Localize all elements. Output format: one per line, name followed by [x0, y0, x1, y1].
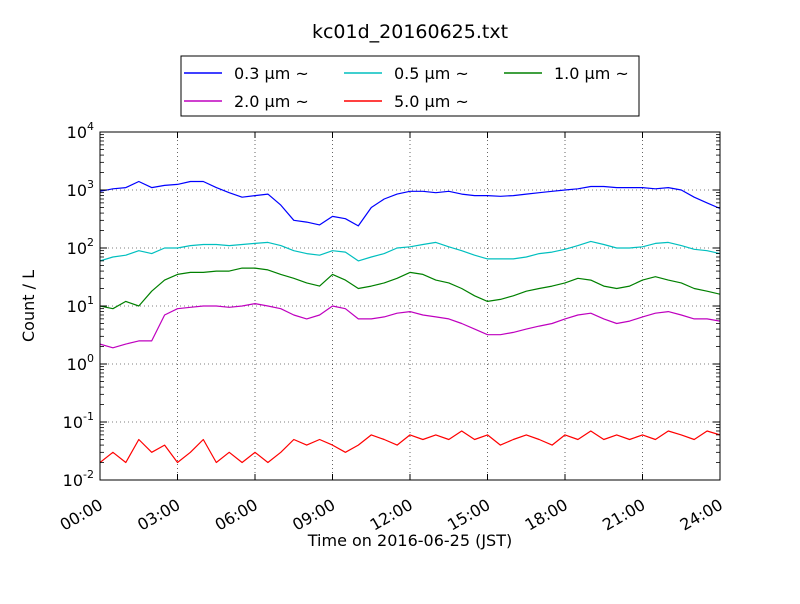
legend-label: 1.0 μm ~ — [554, 64, 629, 83]
y-tick-label: 102 — [67, 236, 94, 258]
legend-label: 2.0 μm ~ — [234, 92, 309, 111]
series-group — [100, 180, 720, 464]
legend-box — [180, 55, 640, 117]
y-tick-label: 103 — [67, 178, 94, 200]
legend-label: 5.0 μm ~ — [394, 92, 469, 111]
chart-title: kc01d_20160625.txt — [312, 21, 508, 43]
y-tick-label: 101 — [67, 294, 94, 316]
legend-label: 0.5 μm ~ — [394, 64, 469, 83]
y-axis: 10-2 10-1 100 101 102 103 104 — [63, 120, 720, 490]
y-tick-label: 10-2 — [63, 468, 94, 490]
series-line-2 — [100, 267, 720, 310]
series-line-4 — [100, 430, 720, 464]
y-tick-label: 10-1 — [63, 410, 94, 432]
legend: 0.3 μm ~ 0.5 μm ~ 1.0 μm ~ 2.0 μm ~ 5.0 μm ~ — [180, 55, 640, 117]
series-line-0 — [100, 180, 720, 227]
series-line-1 — [100, 240, 720, 262]
y-tick-label: 100 — [67, 352, 94, 374]
series-line-3 — [100, 303, 720, 349]
legend-label: 0.3 μm ~ — [234, 64, 309, 83]
y-tick-label: 104 — [67, 120, 94, 142]
y-axis-label: Count / L — [19, 270, 38, 342]
x-axis-label: Time on 2016-06-25 (JST) — [307, 531, 512, 550]
